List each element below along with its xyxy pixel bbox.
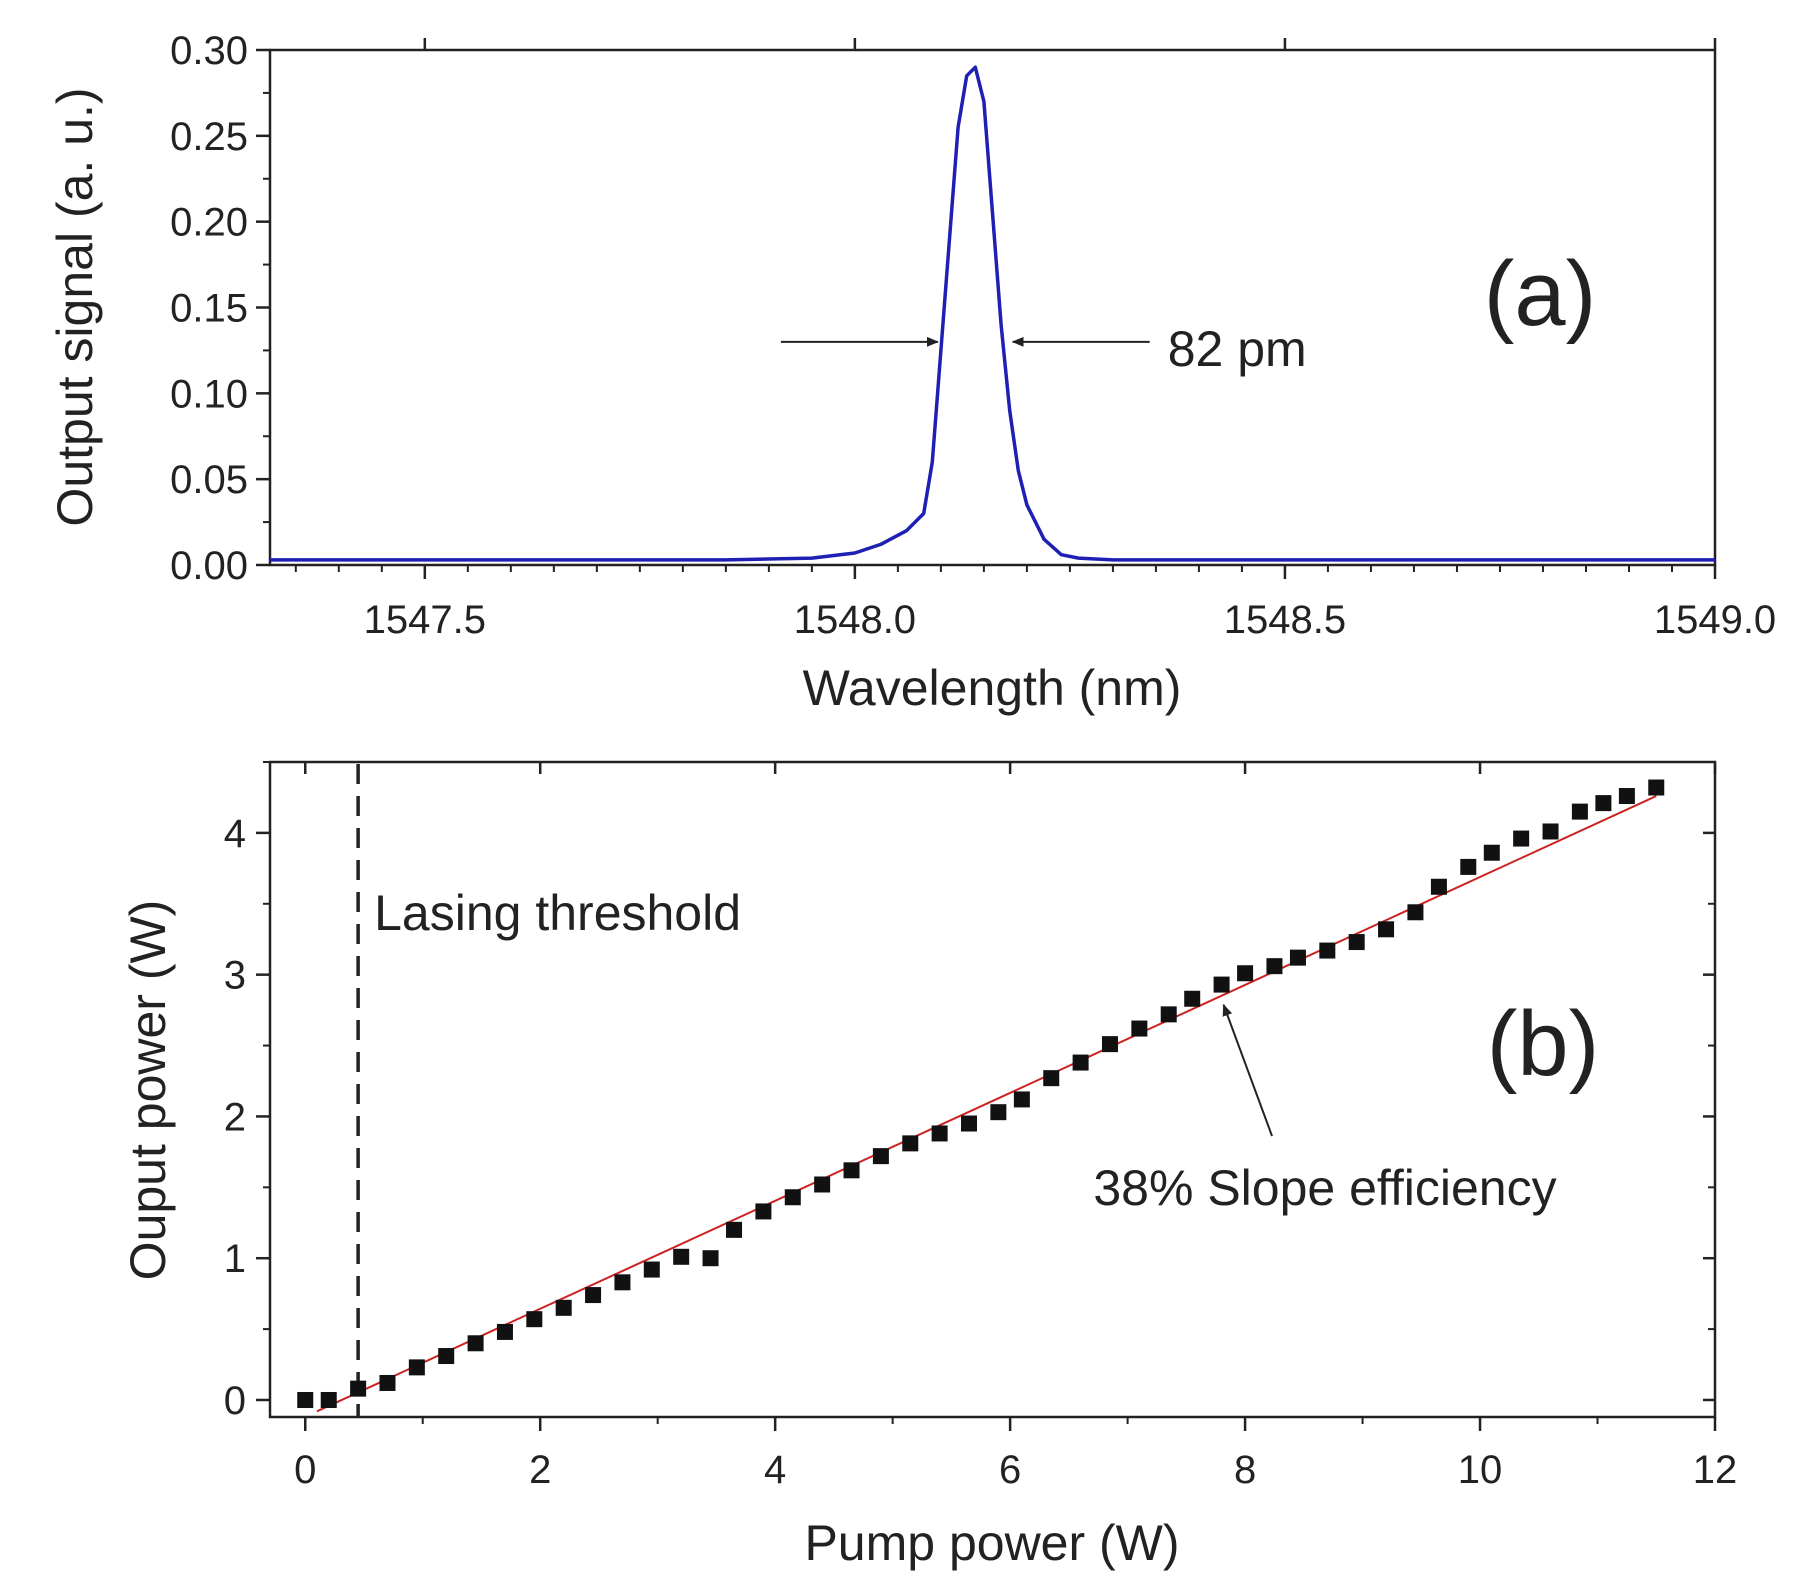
data-point (990, 1104, 1007, 1121)
spectrum-annotations: 82 pm (780, 321, 1307, 377)
slope-arrow (1222, 1003, 1273, 1137)
data-point (1266, 958, 1283, 975)
data-point (297, 1391, 314, 1408)
power-y-tick-label: 4 (224, 812, 246, 856)
data-point (1648, 779, 1665, 796)
spectrum-y-tick-label: 0.05 (170, 458, 248, 502)
spectrum-x-tick-label: 1547.5 (364, 598, 486, 642)
data-point (585, 1287, 602, 1304)
data-point (379, 1374, 396, 1391)
power-x-tick-label: 0 (294, 1448, 316, 1492)
spectrum-x-tick-label: 1548.5 (1224, 598, 1346, 642)
spectrum-x-axis-label: Wavelength (nm) (803, 660, 1182, 716)
spectrum-y-tick-label: 0.30 (170, 29, 248, 73)
data-point (526, 1311, 543, 1328)
fwhm-label: 82 pm (1168, 321, 1307, 377)
data-point (1618, 788, 1635, 805)
data-point (784, 1189, 801, 1206)
power-x-tick-label: 2 (529, 1448, 551, 1492)
spectrum-y-tick-label: 0.15 (170, 287, 248, 331)
power-x-tick-label: 4 (764, 1448, 786, 1492)
spectrum-y-axis-label: Output signal (a. u.) (47, 87, 103, 526)
power-x-tick-label: 6 (999, 1448, 1021, 1492)
data-point (1101, 1036, 1118, 1053)
spectrum-series (270, 65, 1715, 562)
power-y-tick-label: 2 (224, 1095, 246, 1139)
data-point (1513, 830, 1530, 847)
power-ticks (256, 761, 1717, 1431)
spectrum-chart: 1547.5 1548.0 1548.5 1549.0 0.00 0.05 0.10 0.15… (47, 29, 1776, 716)
data-point (643, 1261, 660, 1278)
power-x-tick-label: 10 (1458, 1448, 1503, 1492)
power-x-tick-label: 8 (1234, 1448, 1256, 1492)
data-point (931, 1125, 948, 1142)
data-point (1237, 965, 1254, 982)
data-point (843, 1162, 860, 1179)
data-point (1072, 1054, 1089, 1071)
data-point (1348, 934, 1365, 951)
data-point (408, 1359, 425, 1376)
power-y-axis-label: Ouput power (W) (120, 900, 176, 1281)
data-point (555, 1299, 572, 1316)
data-point (1289, 949, 1306, 966)
data-point (673, 1248, 690, 1265)
power-plot-frame (268, 760, 1717, 1419)
spectrum-x-tick-label: 1548.0 (794, 598, 916, 642)
power-annotations: Lasing threshold 38% Slope efficiency (374, 885, 1557, 1216)
data-point (1407, 904, 1424, 921)
data-point (872, 1148, 889, 1165)
slope-label: 38% Slope efficiency (1093, 1160, 1556, 1216)
data-point (467, 1335, 484, 1352)
power-x-axis-label: Pump power (W) (804, 1515, 1179, 1571)
data-point (496, 1323, 513, 1340)
data-point (1131, 1020, 1148, 1037)
data-point (1013, 1091, 1030, 1108)
data-point (1430, 878, 1447, 895)
data-point (814, 1176, 831, 1193)
panel-label-b: (b) (1487, 993, 1599, 1095)
spectrum-tick-labels: 1547.5 1548.0 1548.5 1549.0 0.00 0.05 0.10 0.15… (170, 29, 1776, 642)
data-point (438, 1348, 455, 1365)
data-point (702, 1250, 719, 1267)
data-point (1160, 1006, 1177, 1023)
power-y-tick-label: 1 (224, 1237, 246, 1281)
spectrum-x-tick-label: 1549.0 (1654, 598, 1776, 642)
data-point (1460, 858, 1477, 875)
power-series (297, 779, 1665, 1408)
data-point (1043, 1070, 1060, 1087)
data-point (1378, 921, 1395, 938)
spectrum-y-tick-label: 0.20 (170, 201, 248, 245)
data-point (1595, 795, 1612, 812)
data-point (1542, 823, 1559, 840)
data-point (902, 1135, 919, 1152)
data-point (1184, 990, 1201, 1007)
data-point (1319, 942, 1336, 959)
fit-line (316, 795, 1657, 1413)
data-point (614, 1274, 631, 1291)
power-fit (316, 795, 1657, 1413)
spectrum-line (270, 65, 1715, 562)
spectrum-y-tick-label: 0.25 (170, 115, 248, 159)
power-y-tick-label: 3 (224, 954, 246, 998)
power-x-tick-label: 12 (1693, 1448, 1738, 1492)
panel-label-a: (a) (1484, 243, 1596, 345)
data-point (320, 1391, 337, 1408)
threshold-label: Lasing threshold (374, 885, 741, 941)
spectrum-y-tick-label: 0.00 (170, 544, 248, 588)
data-point (1571, 803, 1588, 820)
data-point (961, 1115, 978, 1132)
spectrum-y-tick-label: 0.10 (170, 372, 248, 416)
data-point (1213, 976, 1230, 993)
power-y-tick-label: 0 (224, 1379, 246, 1423)
data-point (726, 1221, 743, 1238)
data-point (755, 1203, 772, 1220)
data-point (350, 1380, 367, 1397)
data-point (1483, 844, 1500, 861)
spectrum-ticks (256, 38, 1717, 579)
